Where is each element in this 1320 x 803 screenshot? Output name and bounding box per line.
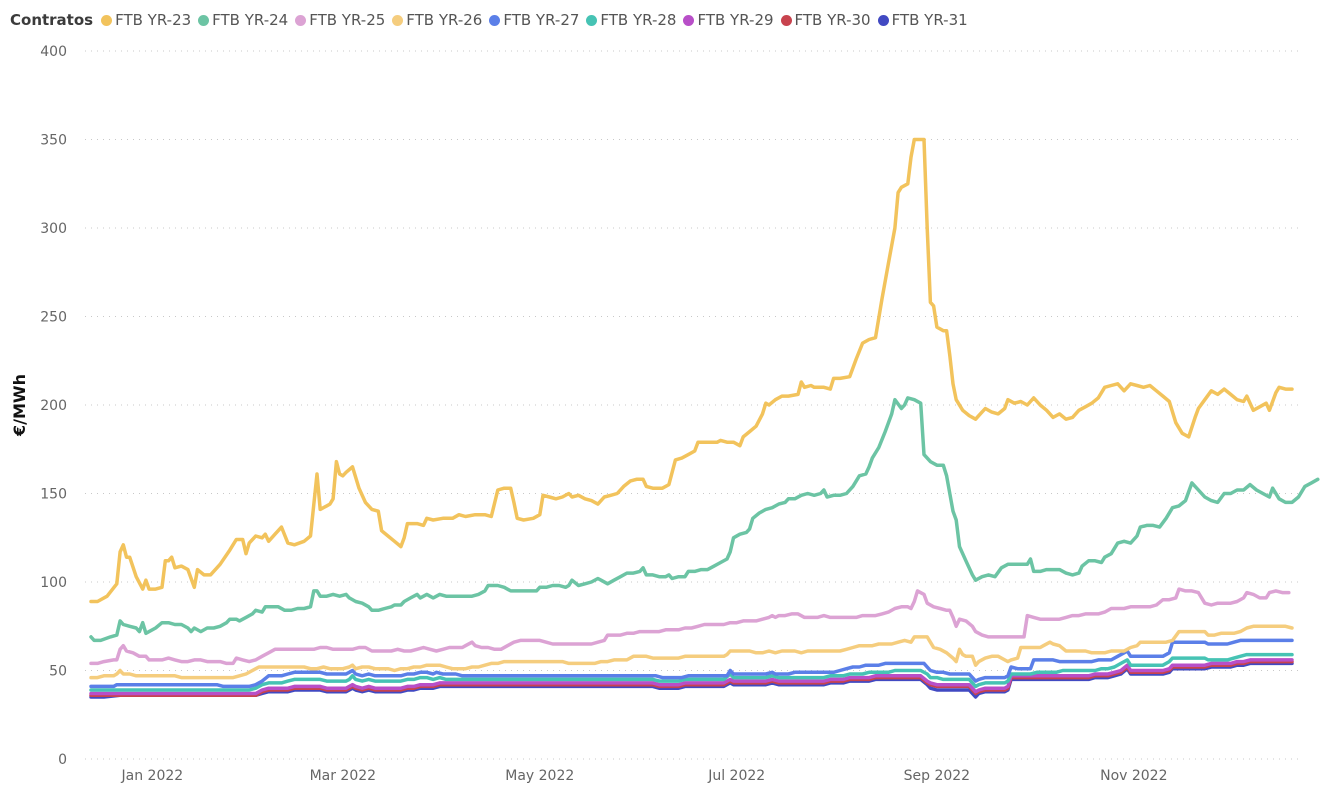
legend-dot-icon xyxy=(489,14,501,26)
legend-title: Contratos xyxy=(10,11,94,29)
series-lines xyxy=(89,137,1320,699)
series-line-ftb-yr-29[interactable] xyxy=(89,658,1294,696)
series-line-ftb-yr-26[interactable] xyxy=(89,624,1294,680)
legend-dot-icon xyxy=(877,14,889,26)
legend-label: FTB YR-25 xyxy=(309,11,386,29)
x-tick-label: Sep 2022 xyxy=(904,768,970,784)
legend-item-ftb-yr-26[interactable]: FTB YR-26 xyxy=(392,11,482,29)
legend-item-ftb-yr-30[interactable]: FTB YR-30 xyxy=(780,11,871,29)
series-line-ftb-yr-25[interactable] xyxy=(89,587,1291,666)
y-tick-label: 300 xyxy=(40,221,67,237)
x-axis: Jan 2022 Mar 2022 May 2022 Jul 2022 Sep 2022… xyxy=(121,768,1168,784)
legend-label: FTB YR-27 xyxy=(503,11,580,29)
legend-label: FTB YR-23 xyxy=(115,11,192,29)
legend-item-ftb-yr-25[interactable]: FTB YR-25 xyxy=(295,11,385,29)
legend-label: FTB YR-28 xyxy=(600,11,677,29)
legend-dot-icon xyxy=(198,14,210,26)
legend-label: FTB YR-24 xyxy=(212,11,289,29)
x-tick-label: Mar 2022 xyxy=(310,768,377,784)
y-tick-label: 150 xyxy=(40,487,67,503)
legend-item-ftb-yr-28[interactable]: FTB YR-28 xyxy=(586,11,676,29)
legend-item-ftb-yr-31[interactable]: FTB YR-31 xyxy=(877,11,968,29)
legend-dot-icon xyxy=(295,14,307,26)
legend-dot-icon xyxy=(586,14,598,26)
series-line-ftb-yr-24[interactable] xyxy=(89,396,1320,643)
legend-label: FTB YR-29 xyxy=(697,11,774,29)
y-tick-label: 400 xyxy=(40,44,67,60)
series-line-ftb-yr-27[interactable] xyxy=(89,638,1294,689)
legend-dot-icon xyxy=(101,14,113,26)
y-axis: 0 50 100 150 200 250 300 350 400 xyxy=(40,44,67,768)
legend-dot-icon xyxy=(683,14,695,26)
x-tick-label: Jul 2022 xyxy=(707,768,765,784)
legend-item-ftb-yr-24[interactable]: FTB YR-24 xyxy=(198,11,288,29)
legend-label: FTB YR-30 xyxy=(794,11,871,29)
legend-label: FTB YR-26 xyxy=(406,11,483,29)
x-tick-label: May 2022 xyxy=(505,768,574,784)
y-tick-label: 50 xyxy=(49,664,67,680)
series-line-ftb-yr-28[interactable] xyxy=(89,652,1294,692)
legend-label: FTB YR-31 xyxy=(891,11,968,29)
series-line-ftb-yr-23[interactable] xyxy=(89,137,1294,604)
legend-item-ftb-yr-27[interactable]: FTB YR-27 xyxy=(489,11,579,29)
legend-item-ftb-yr-23[interactable]: FTB YR-23 xyxy=(101,11,191,29)
chart-legend: Contratos FTB YR-23 FTB YR-24 FTB YR-25 FTB… xyxy=(10,9,975,31)
x-tick-label: Jan 2022 xyxy=(121,768,184,784)
y-tick-label: 200 xyxy=(40,398,67,414)
legend-dot-icon xyxy=(780,14,792,26)
x-tick-label: Nov 2022 xyxy=(1100,768,1167,784)
y-tick-label: 250 xyxy=(40,310,67,326)
y-tick-label: 0 xyxy=(58,752,67,768)
y-tick-label: 100 xyxy=(40,575,67,591)
legend-item-ftb-yr-29[interactable]: FTB YR-29 xyxy=(683,11,774,29)
y-tick-label: 350 xyxy=(40,133,67,149)
y-axis-title: €/MWh xyxy=(10,374,29,437)
legend-dot-icon xyxy=(392,14,404,26)
